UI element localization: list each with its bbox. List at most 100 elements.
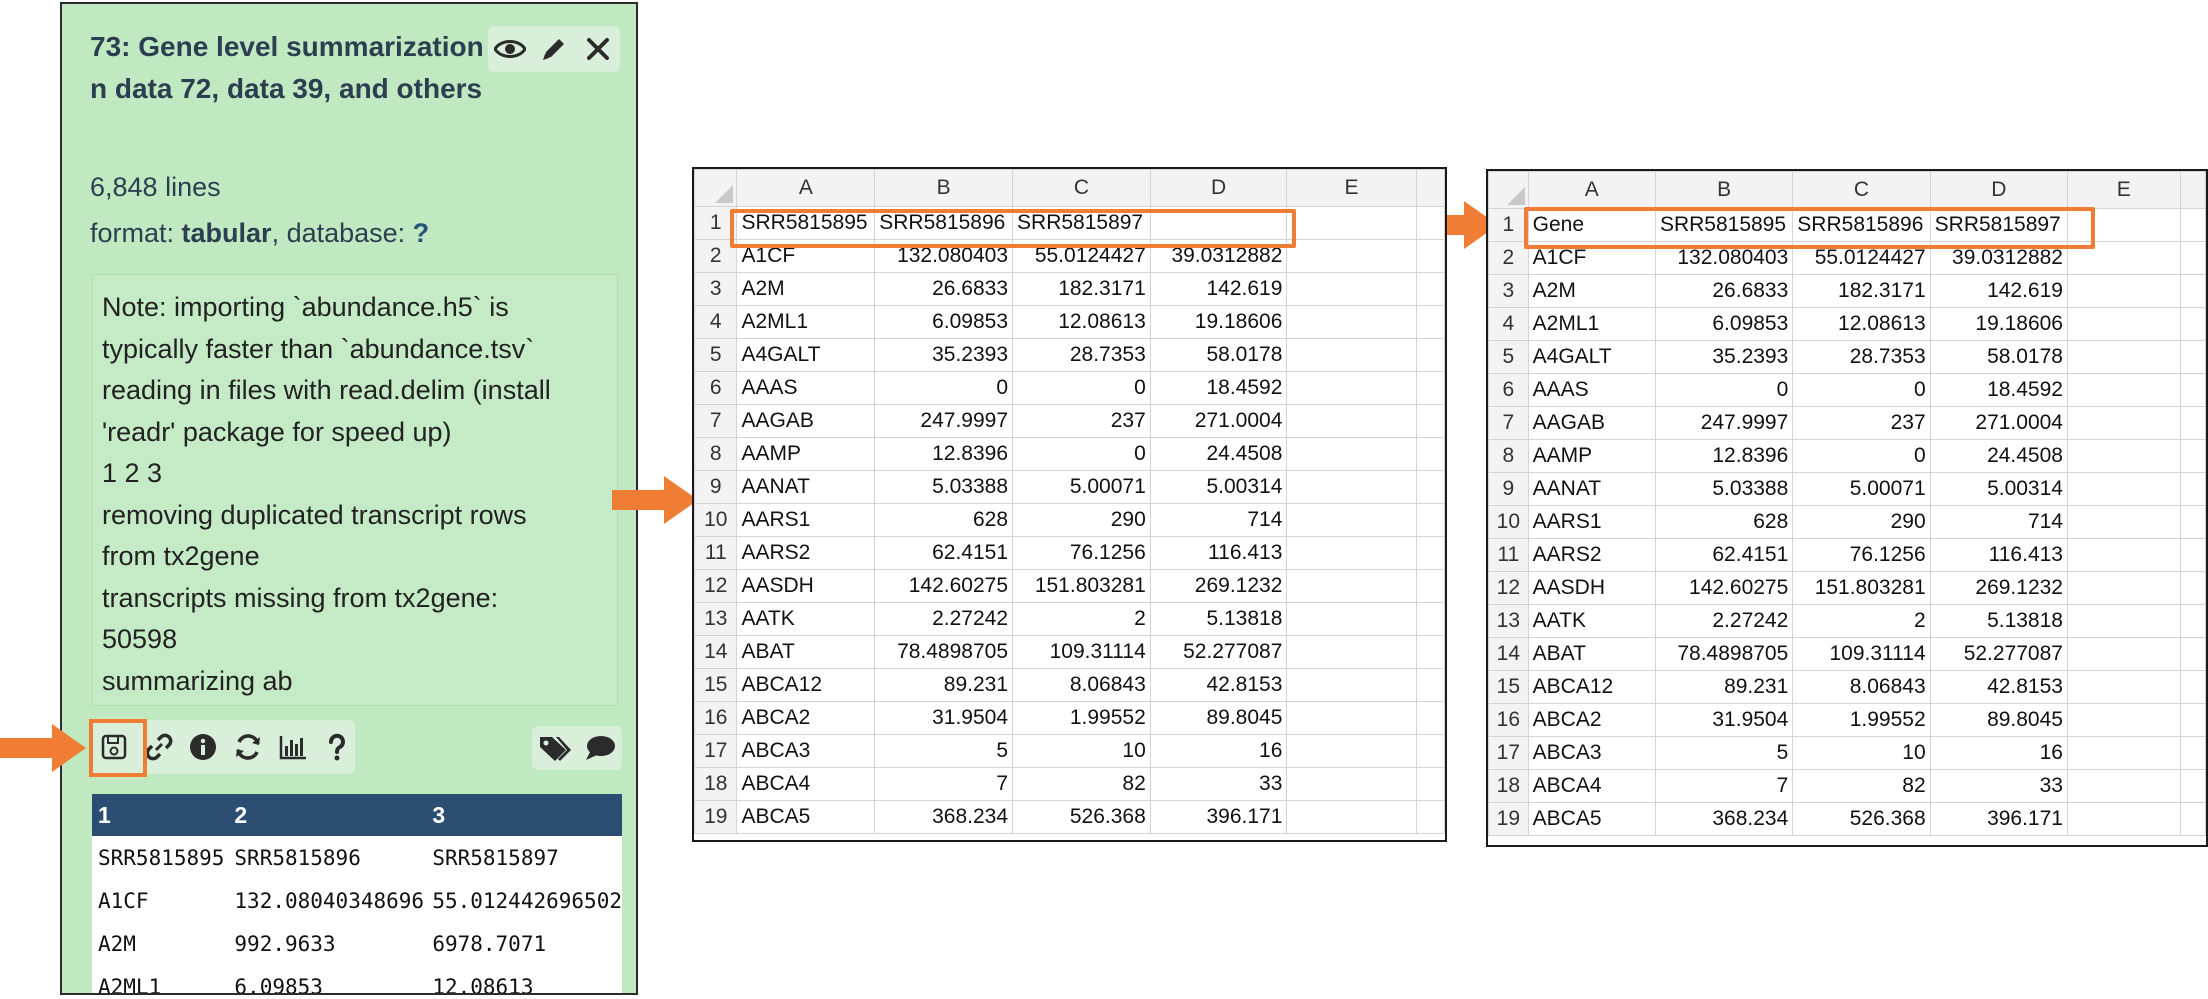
sheet-cell[interactable]: 0: [1792, 373, 1931, 407]
sheet-cell[interactable]: 1.99552: [1792, 703, 1931, 737]
sheet-cell-empty[interactable]: [2066, 604, 2181, 638]
sheet-cell[interactable]: 368.234: [1654, 802, 1794, 836]
sheet-cell-empty[interactable]: [2066, 472, 2181, 506]
sheet-cell-empty[interactable]: [2179, 505, 2206, 539]
sheet-cell[interactable]: A2ML1: [1527, 307, 1656, 341]
column-header[interactable]: D: [1929, 171, 2068, 209]
row-number[interactable]: 12: [694, 569, 738, 603]
sheet-cell[interactable]: 33: [1929, 769, 2068, 803]
sheet-cell[interactable]: 33: [1149, 767, 1288, 801]
sheet-cell-empty[interactable]: [1286, 206, 1417, 240]
column-header[interactable]: C: [1012, 169, 1151, 207]
sheet-cell[interactable]: 82: [1012, 767, 1151, 801]
sheet-cell[interactable]: 116.413: [1929, 538, 2068, 572]
sheet-cell[interactable]: 62.4151: [1654, 538, 1794, 572]
sheet-cell[interactable]: 0: [1012, 371, 1151, 405]
sheet-cell[interactable]: 271.0004: [1149, 404, 1288, 438]
sheet-cell[interactable]: ABAT: [1527, 637, 1656, 671]
sheet-cell[interactable]: 5.13818: [1929, 604, 2068, 638]
sheet-cell[interactable]: 6.09853: [1654, 307, 1794, 341]
sheet-cell-empty[interactable]: [1286, 800, 1417, 834]
sheet-cell[interactable]: 526.368: [1012, 800, 1151, 834]
sheet-cell[interactable]: 396.171: [1149, 800, 1288, 834]
sheet-cell[interactable]: 24.4508: [1149, 437, 1288, 471]
sheet-cell[interactable]: 5: [874, 734, 1014, 768]
sheet-cell[interactable]: 0: [874, 371, 1014, 405]
sheet-cell[interactable]: 2: [1792, 604, 1931, 638]
sheet-cell[interactable]: 52.277087: [1149, 635, 1288, 669]
sheet-cell[interactable]: 35.2393: [1654, 340, 1794, 374]
visualize-icon[interactable]: [275, 729, 311, 765]
sheet-cell[interactable]: 10: [1792, 736, 1931, 770]
sheet-cell-empty[interactable]: [1415, 206, 1445, 240]
sheet-cell-empty[interactable]: [1415, 767, 1445, 801]
sheet-cell[interactable]: 142.619: [1149, 272, 1288, 306]
column-header[interactable]: A: [736, 169, 876, 207]
sheet-cell-empty[interactable]: [2179, 241, 2206, 275]
sheet-cell[interactable]: A2ML1: [736, 305, 876, 339]
sheet-cell-empty[interactable]: [1415, 536, 1445, 570]
row-number[interactable]: 7: [694, 404, 738, 438]
sheet-cell[interactable]: AARS2: [1527, 538, 1656, 572]
sheet-cell-empty[interactable]: [1286, 701, 1417, 735]
select-all-corner[interactable]: [1488, 171, 1529, 209]
sheet-cell[interactable]: 42.8153: [1149, 668, 1288, 702]
sheet-cell-empty[interactable]: [2179, 736, 2206, 770]
sheet-cell-empty[interactable]: [1286, 239, 1417, 273]
sheet-cell-empty[interactable]: [2066, 505, 2181, 539]
column-header[interactable]: B: [1654, 171, 1794, 209]
column-header[interactable]: [2179, 171, 2206, 209]
sheet-cell[interactable]: 76.1256: [1012, 536, 1151, 570]
sheet-cell[interactable]: 12.08613: [1012, 305, 1151, 339]
sheet-cell[interactable]: 628: [874, 503, 1014, 537]
sheet-cell-empty[interactable]: [1415, 272, 1445, 306]
sheet-cell[interactable]: 18.4592: [1149, 371, 1288, 405]
row-number[interactable]: 7: [1488, 406, 1529, 440]
sheet-cell[interactable]: 19.18606: [1149, 305, 1288, 339]
sheet-cell[interactable]: AAMP: [1527, 439, 1656, 473]
sheet-cell-empty[interactable]: [1286, 668, 1417, 702]
sheet-cell-empty[interactable]: [1415, 338, 1445, 372]
sheet-cell[interactable]: 247.9997: [874, 404, 1014, 438]
sheet-cell[interactable]: 526.368: [1792, 802, 1931, 836]
row-number[interactable]: 18: [694, 767, 738, 801]
column-header[interactable]: A: [1527, 171, 1656, 209]
sheet-cell-empty[interactable]: [1286, 470, 1417, 504]
sheet-cell[interactable]: 0: [1012, 437, 1151, 471]
sheet-cell[interactable]: 26.6833: [1654, 274, 1794, 308]
sheet-cell[interactable]: 5.00314: [1929, 472, 2068, 506]
row-number[interactable]: 10: [694, 503, 738, 537]
sheet-cell[interactable]: 10: [1012, 734, 1151, 768]
row-number[interactable]: 4: [1488, 307, 1529, 341]
row-number[interactable]: 15: [1488, 670, 1529, 704]
sheet-cell-empty[interactable]: [1286, 602, 1417, 636]
save-icon[interactable]: [96, 729, 132, 765]
sheet-cell-empty[interactable]: [1286, 569, 1417, 603]
sheet-cell[interactable]: 5.13818: [1149, 602, 1288, 636]
row-number[interactable]: 11: [694, 536, 738, 570]
row-number[interactable]: 3: [1488, 274, 1529, 308]
sheet-cell-empty[interactable]: [2179, 439, 2206, 473]
column-header[interactable]: E: [1286, 169, 1417, 207]
sheet-cell[interactable]: 182.3171: [1792, 274, 1931, 308]
sheet-cell[interactable]: 7: [1654, 769, 1794, 803]
row-number[interactable]: 2: [1488, 241, 1529, 275]
sheet-cell-empty[interactable]: [1286, 635, 1417, 669]
help-icon[interactable]: [319, 729, 355, 765]
sheet-cell-empty[interactable]: [2179, 571, 2206, 605]
sheet-cell[interactable]: 714: [1149, 503, 1288, 537]
sheet-cell[interactable]: A2M: [736, 272, 876, 306]
sheet-cell[interactable]: 5.03388: [874, 470, 1014, 504]
sheet-cell-empty[interactable]: [1286, 437, 1417, 471]
sheet-cell[interactable]: A2M: [1527, 274, 1656, 308]
sheet-cell[interactable]: 16: [1929, 736, 2068, 770]
sheet-cell-empty[interactable]: [2066, 373, 2181, 407]
row-number[interactable]: 8: [694, 437, 738, 471]
dataset-title[interactable]: 73: Gene level summarization on data 72,…: [90, 31, 509, 104]
sheet-cell-empty[interactable]: [1286, 503, 1417, 537]
sheet-cell[interactable]: 109.31114: [1012, 635, 1151, 669]
sheet-cell[interactable]: 151.803281: [1792, 571, 1931, 605]
sheet-cell[interactable]: ABAT: [736, 635, 876, 669]
sheet-cell[interactable]: 269.1232: [1929, 571, 2068, 605]
row-number[interactable]: 19: [1488, 802, 1529, 836]
